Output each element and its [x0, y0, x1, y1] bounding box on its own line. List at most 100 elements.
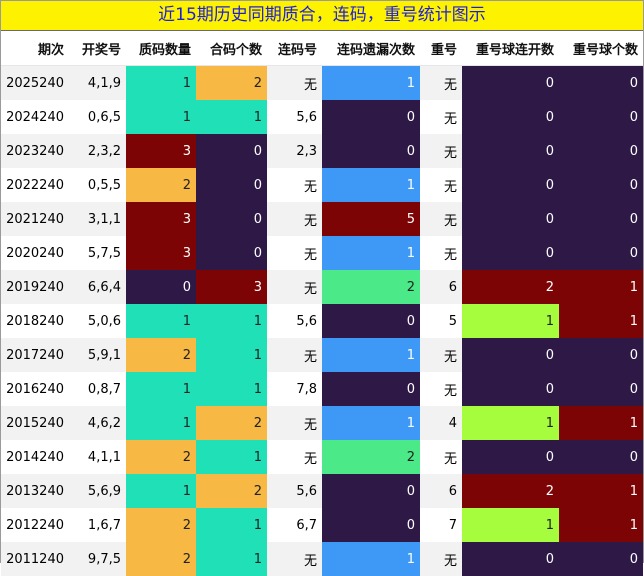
cell-consecutive-miss: 2 [322, 440, 420, 474]
cell-consecutive: 5,6 [267, 474, 322, 508]
cell-consecutive-miss: 1 [322, 236, 420, 270]
cell-draw-number: 2,3,2 [69, 134, 126, 168]
cell-repeat: 7 [420, 508, 462, 542]
cell-repeat-count: 0 [559, 66, 643, 101]
cell-prime-count: 3 [126, 236, 196, 270]
cell-period: 2013240 [1, 474, 69, 508]
cell-repeat-count: 0 [559, 100, 643, 134]
cell-prime-count: 2 [126, 542, 196, 576]
header-repeat: 重号 [420, 31, 462, 66]
cell-repeat: 无 [420, 372, 462, 406]
cell-draw-number: 0,8,7 [69, 372, 126, 406]
cell-draw-number: 1,6,7 [69, 508, 126, 542]
cell-consecutive-miss: 1 [322, 338, 420, 372]
cell-repeat: 无 [420, 168, 462, 202]
cell-composite-count: 2 [196, 406, 267, 440]
cell-consecutive: 无 [267, 270, 322, 304]
cell-prime-count: 1 [126, 372, 196, 406]
cell-consecutive: 2,3 [267, 134, 322, 168]
cell-repeat-count: 1 [559, 304, 643, 338]
cell-period: 2015240 [1, 406, 69, 440]
cell-consecutive: 7,8 [267, 372, 322, 406]
cell-draw-number: 0,5,5 [69, 168, 126, 202]
cell-prime-count: 1 [126, 66, 196, 101]
cell-draw-number: 4,6,2 [69, 406, 126, 440]
cell-composite-count: 0 [196, 236, 267, 270]
cell-prime-count: 3 [126, 134, 196, 168]
cell-repeat-count: 1 [559, 270, 643, 304]
cell-consecutive-miss: 0 [322, 100, 420, 134]
cell-consecutive-miss: 0 [322, 134, 420, 168]
cell-period: 2022240 [1, 168, 69, 202]
cell-consecutive-miss: 5 [322, 202, 420, 236]
cell-draw-number: 5,6,9 [69, 474, 126, 508]
cell-consecutive: 无 [267, 338, 322, 372]
cell-repeat-count: 0 [559, 542, 643, 576]
cell-repeat-streak: 2 [462, 474, 559, 508]
cell-composite-count: 0 [196, 134, 267, 168]
cell-period: 2014240 [1, 440, 69, 474]
header-period: 期次 [1, 31, 69, 66]
cell-prime-count: 1 [126, 100, 196, 134]
cell-repeat: 无 [420, 440, 462, 474]
header-prime-count: 质码数量 [126, 31, 196, 66]
cell-prime-count: 2 [126, 338, 196, 372]
cell-draw-number: 4,1,9 [69, 66, 126, 101]
cell-prime-count: 1 [126, 406, 196, 440]
header-consecutive: 连码号 [267, 31, 322, 66]
cell-consecutive-miss: 0 [322, 372, 420, 406]
cell-repeat: 6 [420, 270, 462, 304]
cell-composite-count: 1 [196, 542, 267, 576]
cell-consecutive: 无 [267, 66, 322, 101]
cell-repeat-streak: 1 [462, 304, 559, 338]
header-repeat-count: 重号球个数 [559, 31, 643, 66]
cell-consecutive: 无 [267, 542, 322, 576]
cell-draw-number: 9,7,5 [69, 542, 126, 576]
cell-prime-count: 3 [126, 202, 196, 236]
cell-composite-count: 0 [196, 202, 267, 236]
cell-repeat: 无 [420, 202, 462, 236]
cell-composite-count: 1 [196, 338, 267, 372]
cell-repeat-streak: 0 [462, 100, 559, 134]
cell-consecutive-miss: 1 [322, 406, 420, 440]
cell-composite-count: 0 [196, 168, 267, 202]
cell-period: 2016240 [1, 372, 69, 406]
cell-prime-count: 0 [126, 270, 196, 304]
cell-composite-count: 1 [196, 508, 267, 542]
cell-draw-number: 5,7,5 [69, 236, 126, 270]
cell-period: 2025240 [1, 66, 69, 101]
cell-repeat-count: 0 [559, 236, 643, 270]
cell-repeat-streak: 0 [462, 338, 559, 372]
cell-consecutive: 无 [267, 236, 322, 270]
cell-repeat-streak: 2 [462, 270, 559, 304]
cell-period: 2012240 [1, 508, 69, 542]
cell-draw-number: 5,0,6 [69, 304, 126, 338]
cell-repeat-count: 1 [559, 474, 643, 508]
cell-composite-count: 1 [196, 100, 267, 134]
cell-repeat: 无 [420, 338, 462, 372]
cell-composite-count: 2 [196, 474, 267, 508]
cell-consecutive-miss: 1 [322, 66, 420, 101]
cell-repeat-streak: 1 [462, 508, 559, 542]
cell-composite-count: 3 [196, 270, 267, 304]
cell-repeat-streak: 0 [462, 542, 559, 576]
cell-composite-count: 1 [196, 304, 267, 338]
cell-repeat-streak: 0 [462, 66, 559, 101]
cell-draw-number: 6,6,4 [69, 270, 126, 304]
cell-period: 2019240 [1, 270, 69, 304]
cell-consecutive: 无 [267, 440, 322, 474]
cell-repeat-count: 0 [559, 134, 643, 168]
header-row: 期次 开奖号 质码数量 合码个数 连码号 连码遗漏次数 重号 重号球连开数 重号… [1, 31, 643, 66]
chart-frame: 近15期历史同期质合，连码，重号统计图示 期次 开奖号 质码数量 合码个数 连码… [0, 0, 644, 563]
cell-repeat-count: 1 [559, 406, 643, 440]
cell-repeat-count: 0 [559, 338, 643, 372]
